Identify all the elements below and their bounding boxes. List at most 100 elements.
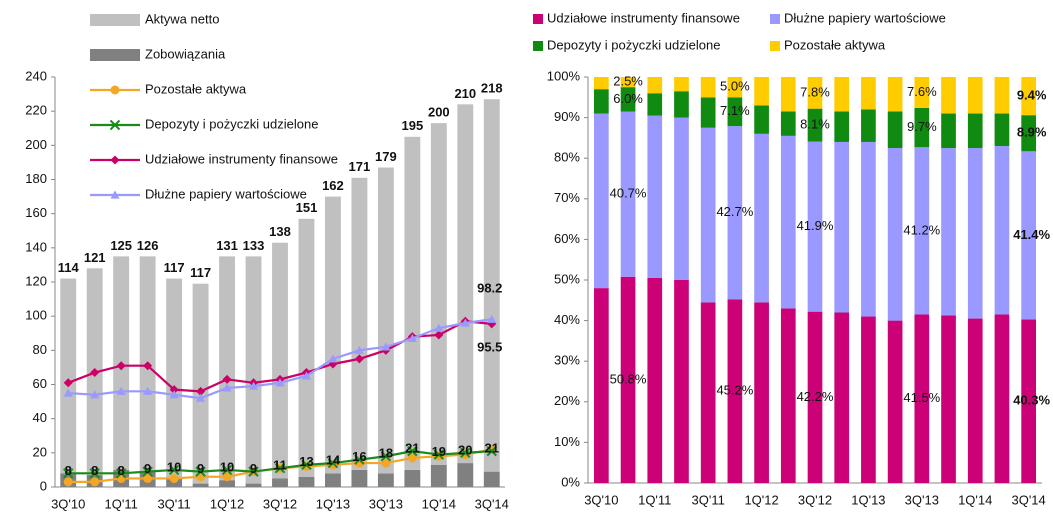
legend-label: Depozyty i pożyczki udzielone [145,116,318,131]
y-tick-label: 0% [561,474,580,489]
bar [914,147,930,315]
bar [430,464,447,487]
data-label: 95.5 [477,339,502,354]
bar [457,104,474,464]
legend-swatch [770,41,780,51]
y-tick-label: 20 [33,444,47,459]
data-label: 42.2% [797,389,834,404]
bar [620,276,636,483]
bar [727,97,743,127]
bar [994,77,1010,114]
point [196,386,206,396]
point [486,445,497,457]
data-label: 9 [250,461,257,476]
point [221,464,233,476]
bar [807,141,823,312]
bar [727,126,743,300]
bar [861,316,876,483]
data-label: 19 [432,444,446,459]
point [354,345,364,354]
bar [594,89,609,114]
data-label: 117 [164,260,185,275]
bar [780,135,796,309]
data-label: 114 [58,260,80,275]
point [195,466,206,477]
y-tick-label: 40% [554,312,580,327]
data-label: 9 [197,461,204,476]
data-label: 117 [190,265,211,280]
bar [620,111,636,277]
point [222,383,232,392]
data-label: 2.5% [613,74,643,89]
data-label: 162 [322,178,344,193]
bar [861,77,876,110]
point [109,119,121,131]
x-tick-label: 3Q'10 [584,492,618,507]
bar [404,136,421,470]
bar [483,99,500,472]
point [169,473,179,483]
data-label: 41.9% [797,218,834,233]
data-label: 41.2% [903,222,940,237]
x-tick-label: 1Q'14 [958,492,992,507]
data-label: 8.9% [1017,125,1047,140]
data-label: 45.2% [716,383,753,398]
point [63,477,73,487]
point [63,378,73,388]
x-tick-label: 3Q'10 [51,496,85,511]
bar [834,111,850,142]
bar [700,127,716,303]
legend-swatch [90,49,140,61]
data-label: 21 [485,441,499,456]
point [354,454,365,465]
point [354,354,364,364]
bar [647,277,663,483]
bar [700,302,716,483]
bar [325,196,341,474]
bar [1021,77,1036,116]
bar [994,113,1010,147]
y-tick-label: 100 [25,308,47,323]
data-label: 40.7% [610,186,647,201]
bar [994,146,1010,315]
bar [941,148,956,316]
point [142,466,153,477]
y-tick-label: 30% [554,353,580,368]
bar [941,315,956,483]
bar [245,256,262,484]
point [116,386,126,395]
bar [754,133,769,303]
x-tick-label: 3Q'14 [1011,492,1045,507]
x-tick-label: 1Q'12 [744,492,778,507]
bar [620,87,636,112]
point [248,466,259,477]
bar [807,77,823,109]
legend-swatch [770,14,780,24]
bar [700,97,716,128]
legend-label: Pozostałe aktywa [784,37,886,52]
point [328,354,338,363]
x-tick-label: 1Q'13 [851,492,885,507]
point [407,333,417,342]
bar [377,473,394,487]
bar [594,77,609,90]
bar [914,77,930,108]
y-tick-label: 20% [554,393,580,408]
point [169,385,179,395]
point [487,314,497,323]
data-label: 195 [402,118,424,133]
data-label: 9.4% [1017,88,1047,103]
point [274,463,286,474]
data-label: 171 [349,159,371,174]
data-label: 126 [137,238,159,253]
point [90,368,100,378]
data-label: 18 [379,446,393,461]
legend-swatch [90,14,140,26]
x-tick-label: 3Q'13 [369,496,403,511]
data-label: 8 [91,463,98,478]
y-tick-label: 50% [554,271,580,286]
point [301,459,312,470]
y-tick-label: 180 [25,171,47,186]
bar [647,115,663,278]
data-label: 41.4% [1013,227,1050,242]
